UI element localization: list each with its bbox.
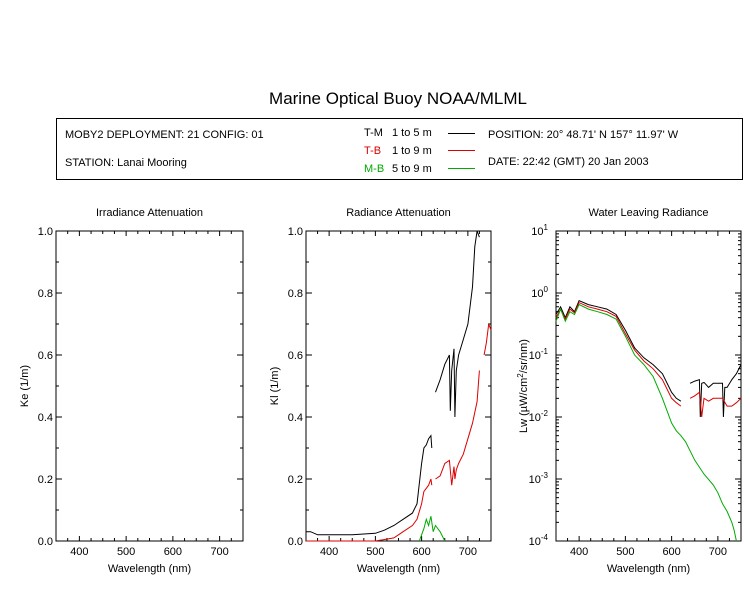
y-tick-label: 0.0 — [288, 536, 303, 548]
legend-line-m-b — [448, 168, 475, 169]
x-axis-label: Wavelength (nm) — [357, 563, 440, 575]
x-tick-label: 600 — [662, 546, 680, 558]
y-tick-label: 0.0 — [38, 536, 53, 548]
position-label: POSITION: 20° 48.71' N 157° 11.97' W — [488, 129, 679, 141]
plot-frame — [305, 230, 492, 542]
y-tick-label: 0.4 — [288, 412, 303, 424]
y-axis-label: Ke (1/m) — [19, 365, 31, 407]
x-tick-label: 700 — [709, 546, 727, 558]
y-tick-label: 10-1 — [529, 347, 549, 362]
chart-title: Radiance Attenuation — [346, 207, 451, 219]
series-line — [689, 391, 742, 418]
legend-line-t-m — [448, 133, 475, 134]
y-tick-label: 0.8 — [38, 288, 53, 300]
station-label: STATION: Lanai Mooring — [65, 157, 187, 169]
plot-frame — [55, 230, 244, 542]
y-tick-label: 0.6 — [288, 350, 303, 362]
y-tick-label: 1.0 — [38, 226, 53, 238]
y-axis-label: Lw (µW/cm2/sr/nm) — [516, 339, 530, 433]
series-line — [555, 300, 682, 402]
y-tick-label: 100 — [531, 285, 548, 300]
series-line — [418, 516, 446, 542]
x-tick-label: 500 — [616, 546, 634, 558]
y-tick-label: 0.4 — [38, 412, 53, 424]
x-tick-label: 400 — [570, 546, 588, 558]
series-line — [483, 323, 492, 356]
series-line — [555, 303, 737, 542]
series-line — [435, 230, 480, 418]
x-tick-label: 700 — [459, 546, 477, 558]
x-axis-label: Wavelength (nm) — [108, 563, 191, 575]
legend-range: 5 to 9 m — [392, 163, 432, 175]
chart-title: Irradiance Attenuation — [96, 207, 203, 219]
series-line — [306, 434, 433, 536]
x-tick-label: 400 — [320, 546, 338, 558]
legend-code: M-B — [364, 163, 385, 175]
plot-frame — [555, 230, 742, 542]
series-line — [689, 364, 742, 418]
y-tick-label: 1.0 — [288, 226, 303, 238]
series-line — [435, 370, 480, 486]
y-tick-label: 101 — [531, 223, 548, 238]
page-title: Marine Optical Buoy NOAA/MLML — [269, 89, 527, 108]
series-line — [306, 478, 433, 542]
x-tick-label: 600 — [164, 546, 182, 558]
legend-code: T-M — [364, 127, 383, 139]
x-axis-label: Wavelength (nm) — [607, 563, 690, 575]
chart-title: Water Leaving Radiance — [588, 207, 708, 219]
y-tick-label: 0.2 — [288, 474, 303, 486]
legend-range: 1 to 5 m — [392, 127, 432, 139]
deployment-info-box: MOBY2 DEPLOYMENT: 21 CONFIG: 01 STATION:… — [56, 118, 743, 180]
x-tick-label: 500 — [117, 546, 135, 558]
x-tick-label: 500 — [366, 546, 384, 558]
legend-range: 1 to 9 m — [392, 145, 432, 157]
x-tick-label: 400 — [70, 546, 88, 558]
series-line — [555, 301, 682, 407]
legend-line-t-b — [448, 150, 475, 151]
y-tick-label: 10-3 — [529, 471, 549, 486]
x-tick-label: 600 — [412, 546, 430, 558]
date-label: DATE: 22:42 (GMT) 20 Jan 2003 — [488, 156, 649, 168]
y-tick-label: 10-4 — [529, 533, 549, 548]
y-tick-label: 0.2 — [38, 474, 53, 486]
deployment-label: MOBY2 DEPLOYMENT: 21 CONFIG: 01 — [65, 129, 264, 141]
x-tick-label: 700 — [210, 546, 228, 558]
legend-code: T-B — [364, 145, 382, 157]
y-tick-label: 0.8 — [288, 288, 303, 300]
y-tick-label: 0.6 — [38, 350, 53, 362]
y-axis-label: Kl (1/m) — [269, 367, 281, 406]
y-tick-label: 10-2 — [529, 409, 549, 424]
